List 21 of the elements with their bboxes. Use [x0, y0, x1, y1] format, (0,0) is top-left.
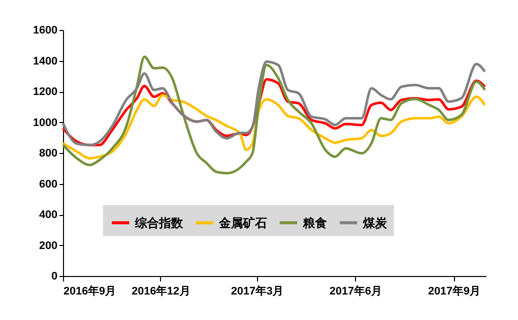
y-tick-label: 0 [51, 270, 58, 282]
y-tick-label: 1000 [33, 116, 58, 129]
y-tick-label: 1600 [33, 24, 58, 36]
y-tick-label: 1200 [33, 86, 58, 98]
x-tick-label: 2017年3月 [231, 284, 284, 298]
x-tick-label: 2017年6月 [330, 284, 382, 298]
y-tick-label: 600 [39, 178, 58, 190]
x-tick-label: 2017年9月 [428, 284, 481, 298]
y-tick-label: 1400 [33, 55, 58, 68]
y-tick-label: 400 [39, 209, 58, 221]
y-tick-label: 200 [39, 240, 58, 252]
x-tick-label: 2016年9月 [64, 284, 116, 298]
line-series [62, 94, 486, 160]
line-series [62, 56, 486, 175]
legend-label: 综合指数 [134, 216, 184, 230]
x-tick-label: 2016年12月 [132, 284, 190, 298]
legend-label: 金属矿石 [218, 216, 267, 230]
legend-label: 粮食 [302, 216, 327, 230]
legend-label: 煤炭 [362, 216, 388, 230]
line-series [62, 60, 486, 146]
y-tick-label: 800 [39, 148, 58, 160]
